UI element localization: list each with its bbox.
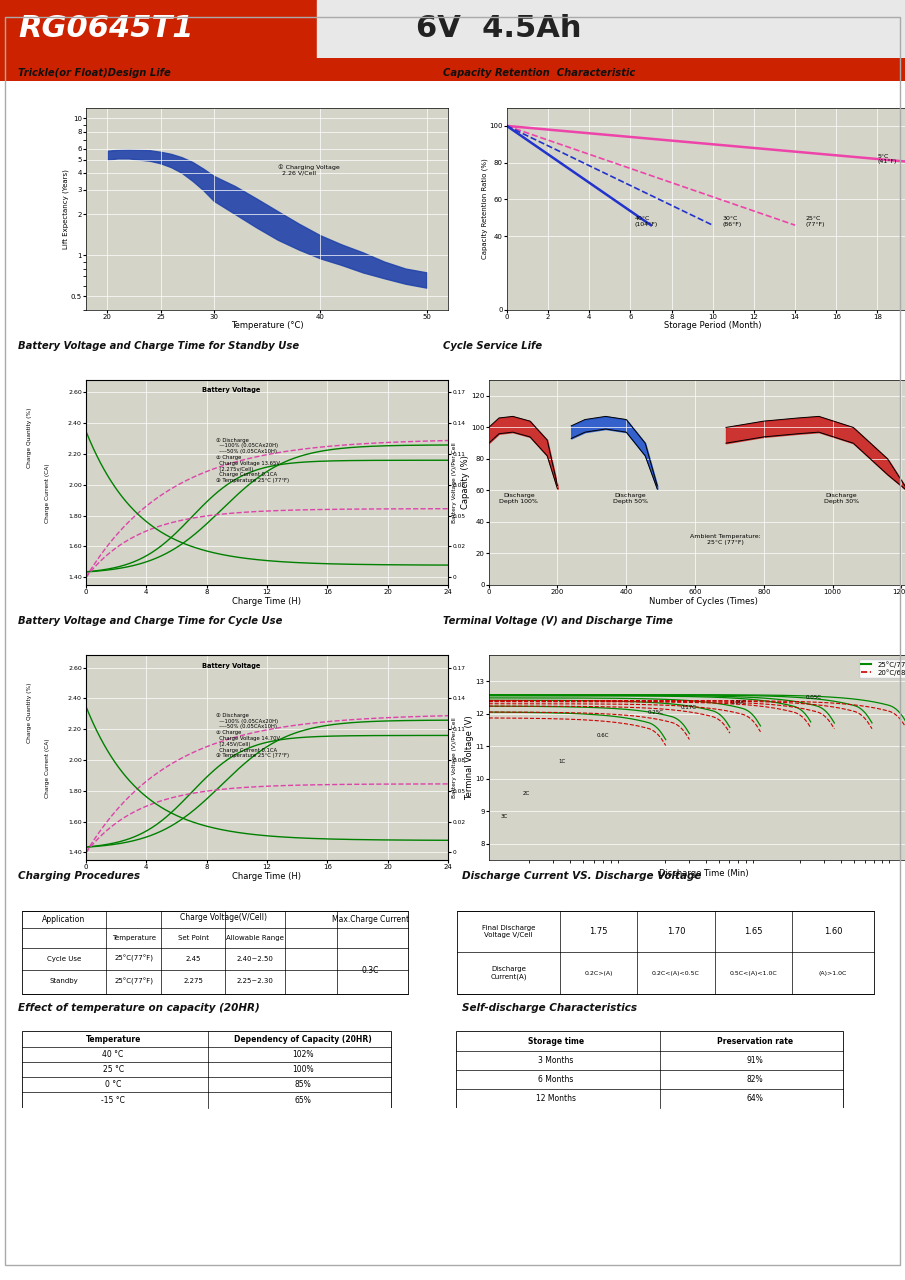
Text: Discharge
Depth 50%: Discharge Depth 50% xyxy=(613,493,648,504)
Text: ① Discharge
  —100% (0.05CAx20H)
  ----50% (0.05CAx10H)
② Charge
  Charge Voltag: ① Discharge —100% (0.05CAx20H) ----50% (… xyxy=(216,438,290,483)
Text: 2.25~2.30: 2.25~2.30 xyxy=(236,978,273,984)
Text: 3 Months: 3 Months xyxy=(538,1056,574,1065)
X-axis label: Temperature (°C): Temperature (°C) xyxy=(231,321,303,330)
X-axis label: Storage Period (Month): Storage Period (Month) xyxy=(664,321,761,330)
Text: 64%: 64% xyxy=(747,1093,764,1102)
Text: Battery Voltage: Battery Voltage xyxy=(202,388,261,393)
Text: RG0645T1: RG0645T1 xyxy=(18,14,194,44)
Text: 1.75: 1.75 xyxy=(589,927,608,936)
Text: Max.Charge Current: Max.Charge Current xyxy=(332,915,409,924)
Text: 65%: 65% xyxy=(295,1096,311,1105)
Text: 0.5C<(A)<1.0C: 0.5C<(A)<1.0C xyxy=(729,970,777,975)
Text: 12 Months: 12 Months xyxy=(536,1093,576,1102)
X-axis label: Charge Time (H): Charge Time (H) xyxy=(233,596,301,605)
Text: 0.2C<(A)<0.5C: 0.2C<(A)<0.5C xyxy=(653,970,700,975)
Text: Charge Current (CA): Charge Current (CA) xyxy=(45,739,51,797)
Text: Charge Quantity (%): Charge Quantity (%) xyxy=(27,682,33,742)
FancyBboxPatch shape xyxy=(0,0,344,58)
Text: 25°C(77°F): 25°C(77°F) xyxy=(114,978,153,986)
Text: Capacity Retention  Characteristic: Capacity Retention Characteristic xyxy=(443,68,635,78)
Text: 91%: 91% xyxy=(747,1056,764,1065)
Text: Effect of temperature on capacity (20HR): Effect of temperature on capacity (20HR) xyxy=(18,1004,260,1014)
Text: Battery Voltage: Battery Voltage xyxy=(202,663,261,668)
Text: 2.45: 2.45 xyxy=(186,956,201,961)
Text: Preservation rate: Preservation rate xyxy=(717,1037,793,1046)
Text: Discharge Current VS. Discharge Voltage: Discharge Current VS. Discharge Voltage xyxy=(462,872,701,882)
Text: ① Charging Voltage
  2.26 V/Cell: ① Charging Voltage 2.26 V/Cell xyxy=(278,164,339,175)
Text: Cycle Service Life: Cycle Service Life xyxy=(443,340,543,351)
Y-axis label: Terminal Voltage (V): Terminal Voltage (V) xyxy=(465,716,474,800)
X-axis label: Charge Time (H): Charge Time (H) xyxy=(233,872,301,881)
X-axis label: Discharge Time (Min): Discharge Time (Min) xyxy=(659,869,748,878)
X-axis label: Number of Cycles (Times): Number of Cycles (Times) xyxy=(649,596,758,605)
Text: 102%: 102% xyxy=(292,1050,314,1059)
Text: 25 °C: 25 °C xyxy=(102,1065,124,1074)
Bar xyxy=(0,58,905,81)
Text: Terminal Voltage (V) and Discharge Time: Terminal Voltage (V) and Discharge Time xyxy=(443,616,673,626)
Text: 85%: 85% xyxy=(295,1080,311,1089)
Text: Battery Voltage and Charge Time for Standby Use: Battery Voltage and Charge Time for Stan… xyxy=(18,340,300,351)
Text: 82%: 82% xyxy=(747,1075,764,1084)
Y-axis label: Capacity (%): Capacity (%) xyxy=(461,456,470,509)
Text: 0 °C: 0 °C xyxy=(105,1080,121,1089)
Text: 0.09C: 0.09C xyxy=(730,700,747,705)
Text: Charging Procedures: Charging Procedures xyxy=(18,872,140,882)
Text: Discharge
Current(A): Discharge Current(A) xyxy=(491,966,527,980)
Text: Application: Application xyxy=(43,915,85,924)
Text: 0.6C: 0.6C xyxy=(596,732,609,737)
Text: 6V  4.5Ah: 6V 4.5Ah xyxy=(416,14,582,44)
Text: Allowable Range: Allowable Range xyxy=(226,934,284,941)
Text: Dependency of Capacity (20HR): Dependency of Capacity (20HR) xyxy=(234,1034,372,1043)
Text: Standby: Standby xyxy=(50,978,78,984)
Text: 2C: 2C xyxy=(523,791,530,796)
Text: (A)>1.0C: (A)>1.0C xyxy=(819,970,847,975)
Text: 1.65: 1.65 xyxy=(744,927,763,936)
Text: 30°C
(86°F): 30°C (86°F) xyxy=(723,216,742,227)
Text: Ambient Temperature:
25°C (77°F): Ambient Temperature: 25°C (77°F) xyxy=(690,534,760,545)
FancyBboxPatch shape xyxy=(317,0,905,58)
Text: Charge Current (CA): Charge Current (CA) xyxy=(45,463,51,522)
Text: 0.17C: 0.17C xyxy=(681,705,697,710)
Text: 6 Months: 6 Months xyxy=(538,1075,574,1084)
Text: 2.275: 2.275 xyxy=(184,978,204,984)
Text: 3C: 3C xyxy=(500,814,508,819)
Text: 40 °C: 40 °C xyxy=(102,1050,124,1059)
Legend: 25°C/77°F, 20°C/68°F: 25°C/77°F, 20°C/68°F xyxy=(859,659,905,678)
Text: Battery Voltage and Charge Time for Cycle Use: Battery Voltage and Charge Time for Cycl… xyxy=(18,616,282,626)
Text: Temperature: Temperature xyxy=(85,1034,141,1043)
Text: Temperature: Temperature xyxy=(111,934,156,941)
Text: 25°C(77°F): 25°C(77°F) xyxy=(114,955,153,963)
Text: 1C: 1C xyxy=(558,759,566,764)
Y-axis label: Lift Expectancy (Years): Lift Expectancy (Years) xyxy=(62,169,70,248)
Text: 0.3C: 0.3C xyxy=(362,965,379,974)
Text: 2.40~2.50: 2.40~2.50 xyxy=(236,956,273,961)
Text: 40°C
(104°F): 40°C (104°F) xyxy=(634,216,658,227)
Text: 5°C
(41°F): 5°C (41°F) xyxy=(878,154,897,164)
Text: Charge Voltage(V/Cell): Charge Voltage(V/Cell) xyxy=(180,914,267,923)
Text: 0.2C>(A): 0.2C>(A) xyxy=(585,970,613,975)
Text: 25°C
(77°F): 25°C (77°F) xyxy=(805,216,824,227)
Y-axis label: Capacity Retention Ratio (%): Capacity Retention Ratio (%) xyxy=(481,159,488,259)
Text: Set Point: Set Point xyxy=(177,934,209,941)
Text: Discharge
Depth 100%: Discharge Depth 100% xyxy=(500,493,538,504)
Text: Storage time: Storage time xyxy=(528,1037,584,1046)
Text: 100%: 100% xyxy=(292,1065,314,1074)
Text: Battery Voltage (V)/Per Cell: Battery Voltage (V)/Per Cell xyxy=(452,442,457,524)
Text: Self-discharge Characteristics: Self-discharge Characteristics xyxy=(462,1004,636,1014)
Text: 1.70: 1.70 xyxy=(667,927,685,936)
Text: Final Discharge
Voltage V/Cell: Final Discharge Voltage V/Cell xyxy=(481,925,535,938)
Text: ① Discharge
  —100% (0.05CAx20H)
  ----50% (0.05CAx10H)
② Charge
  Charge Voltag: ① Discharge —100% (0.05CAx20H) ----50% (… xyxy=(216,713,290,758)
Text: Discharge
Depth 30%: Discharge Depth 30% xyxy=(824,493,859,504)
Text: Battery Voltage (V)/Per Cell: Battery Voltage (V)/Per Cell xyxy=(452,717,457,799)
Text: Cycle Use: Cycle Use xyxy=(47,956,81,961)
Text: 1.60: 1.60 xyxy=(824,927,843,936)
Text: Trickle(or Float)Design Life: Trickle(or Float)Design Life xyxy=(18,68,171,78)
Text: 0.25C: 0.25C xyxy=(647,710,663,714)
Text: Charge Quantity (%): Charge Quantity (%) xyxy=(27,407,33,467)
Text: 0.05C: 0.05C xyxy=(805,695,821,700)
Text: -15 °C: -15 °C xyxy=(101,1096,125,1105)
